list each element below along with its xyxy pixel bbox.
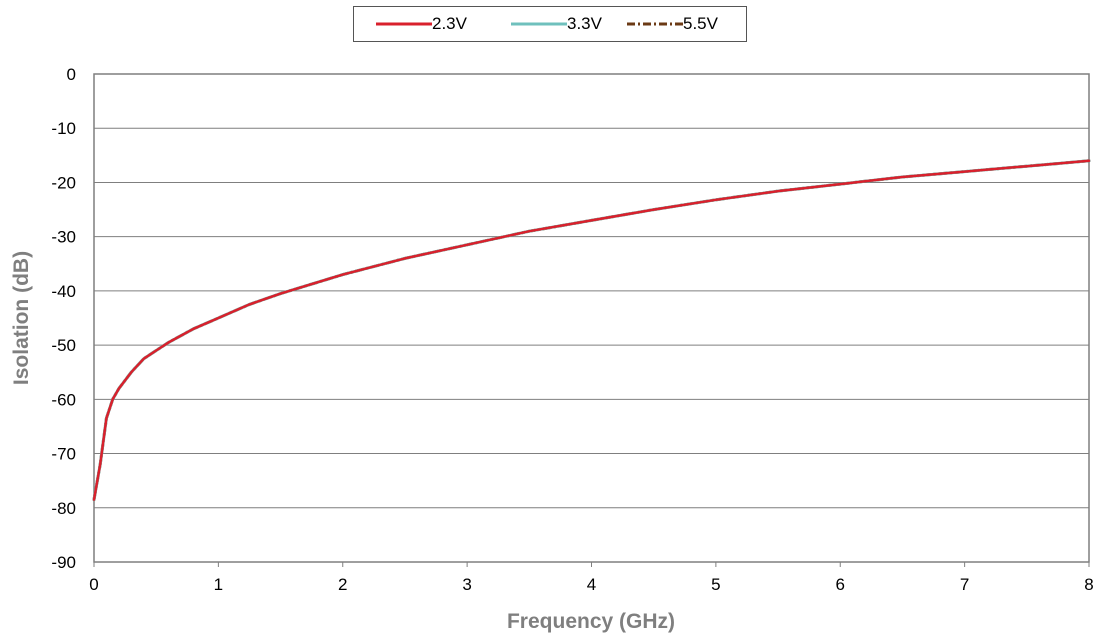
x-tick-label: 2 <box>338 575 347 594</box>
legend-label-2-3v: 2.3V <box>432 14 467 33</box>
x-tick-label: 4 <box>587 575 596 594</box>
x-tick-label: 5 <box>711 575 720 594</box>
y-tick-label: 0 <box>67 65 76 84</box>
legend-swatch-5-5v <box>627 22 683 26</box>
y-tick-label: -10 <box>51 119 76 138</box>
y-tick-label: -20 <box>51 173 76 192</box>
y-tick-label: -50 <box>51 336 76 355</box>
x-tick-label: 0 <box>89 575 98 594</box>
legend-swatch-2-3v <box>376 22 432 26</box>
gridlines <box>94 73 1089 563</box>
y-tick-label: -40 <box>51 282 76 301</box>
x-tick-label: 7 <box>960 575 969 594</box>
legend-swatch-3-3v <box>511 22 567 26</box>
series-line-2-3v <box>92 159 1091 501</box>
legend-label-3-3v: 3.3V <box>567 14 602 33</box>
y-tick-label: -90 <box>51 553 76 572</box>
y-tick-labels: 0 -10 -20 -30 -40 -50 -60 -70 -80 -90 <box>51 65 76 572</box>
y-tick-label: -30 <box>51 228 76 247</box>
series-lines <box>92 159 1091 502</box>
x-tick-label: 6 <box>836 575 845 594</box>
legend-item-5-5v: 5.5V <box>627 7 718 41</box>
y-tick-label: -60 <box>51 390 76 409</box>
series-line-5-5v <box>92 159 1091 502</box>
x-tick-label: 1 <box>214 575 223 594</box>
legend-item-3-3v: 3.3V <box>511 7 602 41</box>
x-tick-label: 3 <box>462 575 471 594</box>
series-line-3-3v <box>92 159 1091 502</box>
y-tick-label: -70 <box>51 445 76 464</box>
x-tick-labels: 0 1 2 3 4 5 6 7 8 <box>89 562 1094 594</box>
y-tick-label: -80 <box>51 499 76 518</box>
legend-item-2-3v: 2.3V <box>376 7 467 41</box>
y-axis-title: Isolation (dB) <box>10 251 33 385</box>
x-axis-title: Frequency (GHz) <box>507 610 675 633</box>
plot-area-border <box>93 73 1090 563</box>
legend-label-5-5v: 5.5V <box>683 14 718 33</box>
legend: 2.3V 3.3V 5.5V <box>353 6 747 42</box>
x-tick-label: 8 <box>1084 575 1093 594</box>
